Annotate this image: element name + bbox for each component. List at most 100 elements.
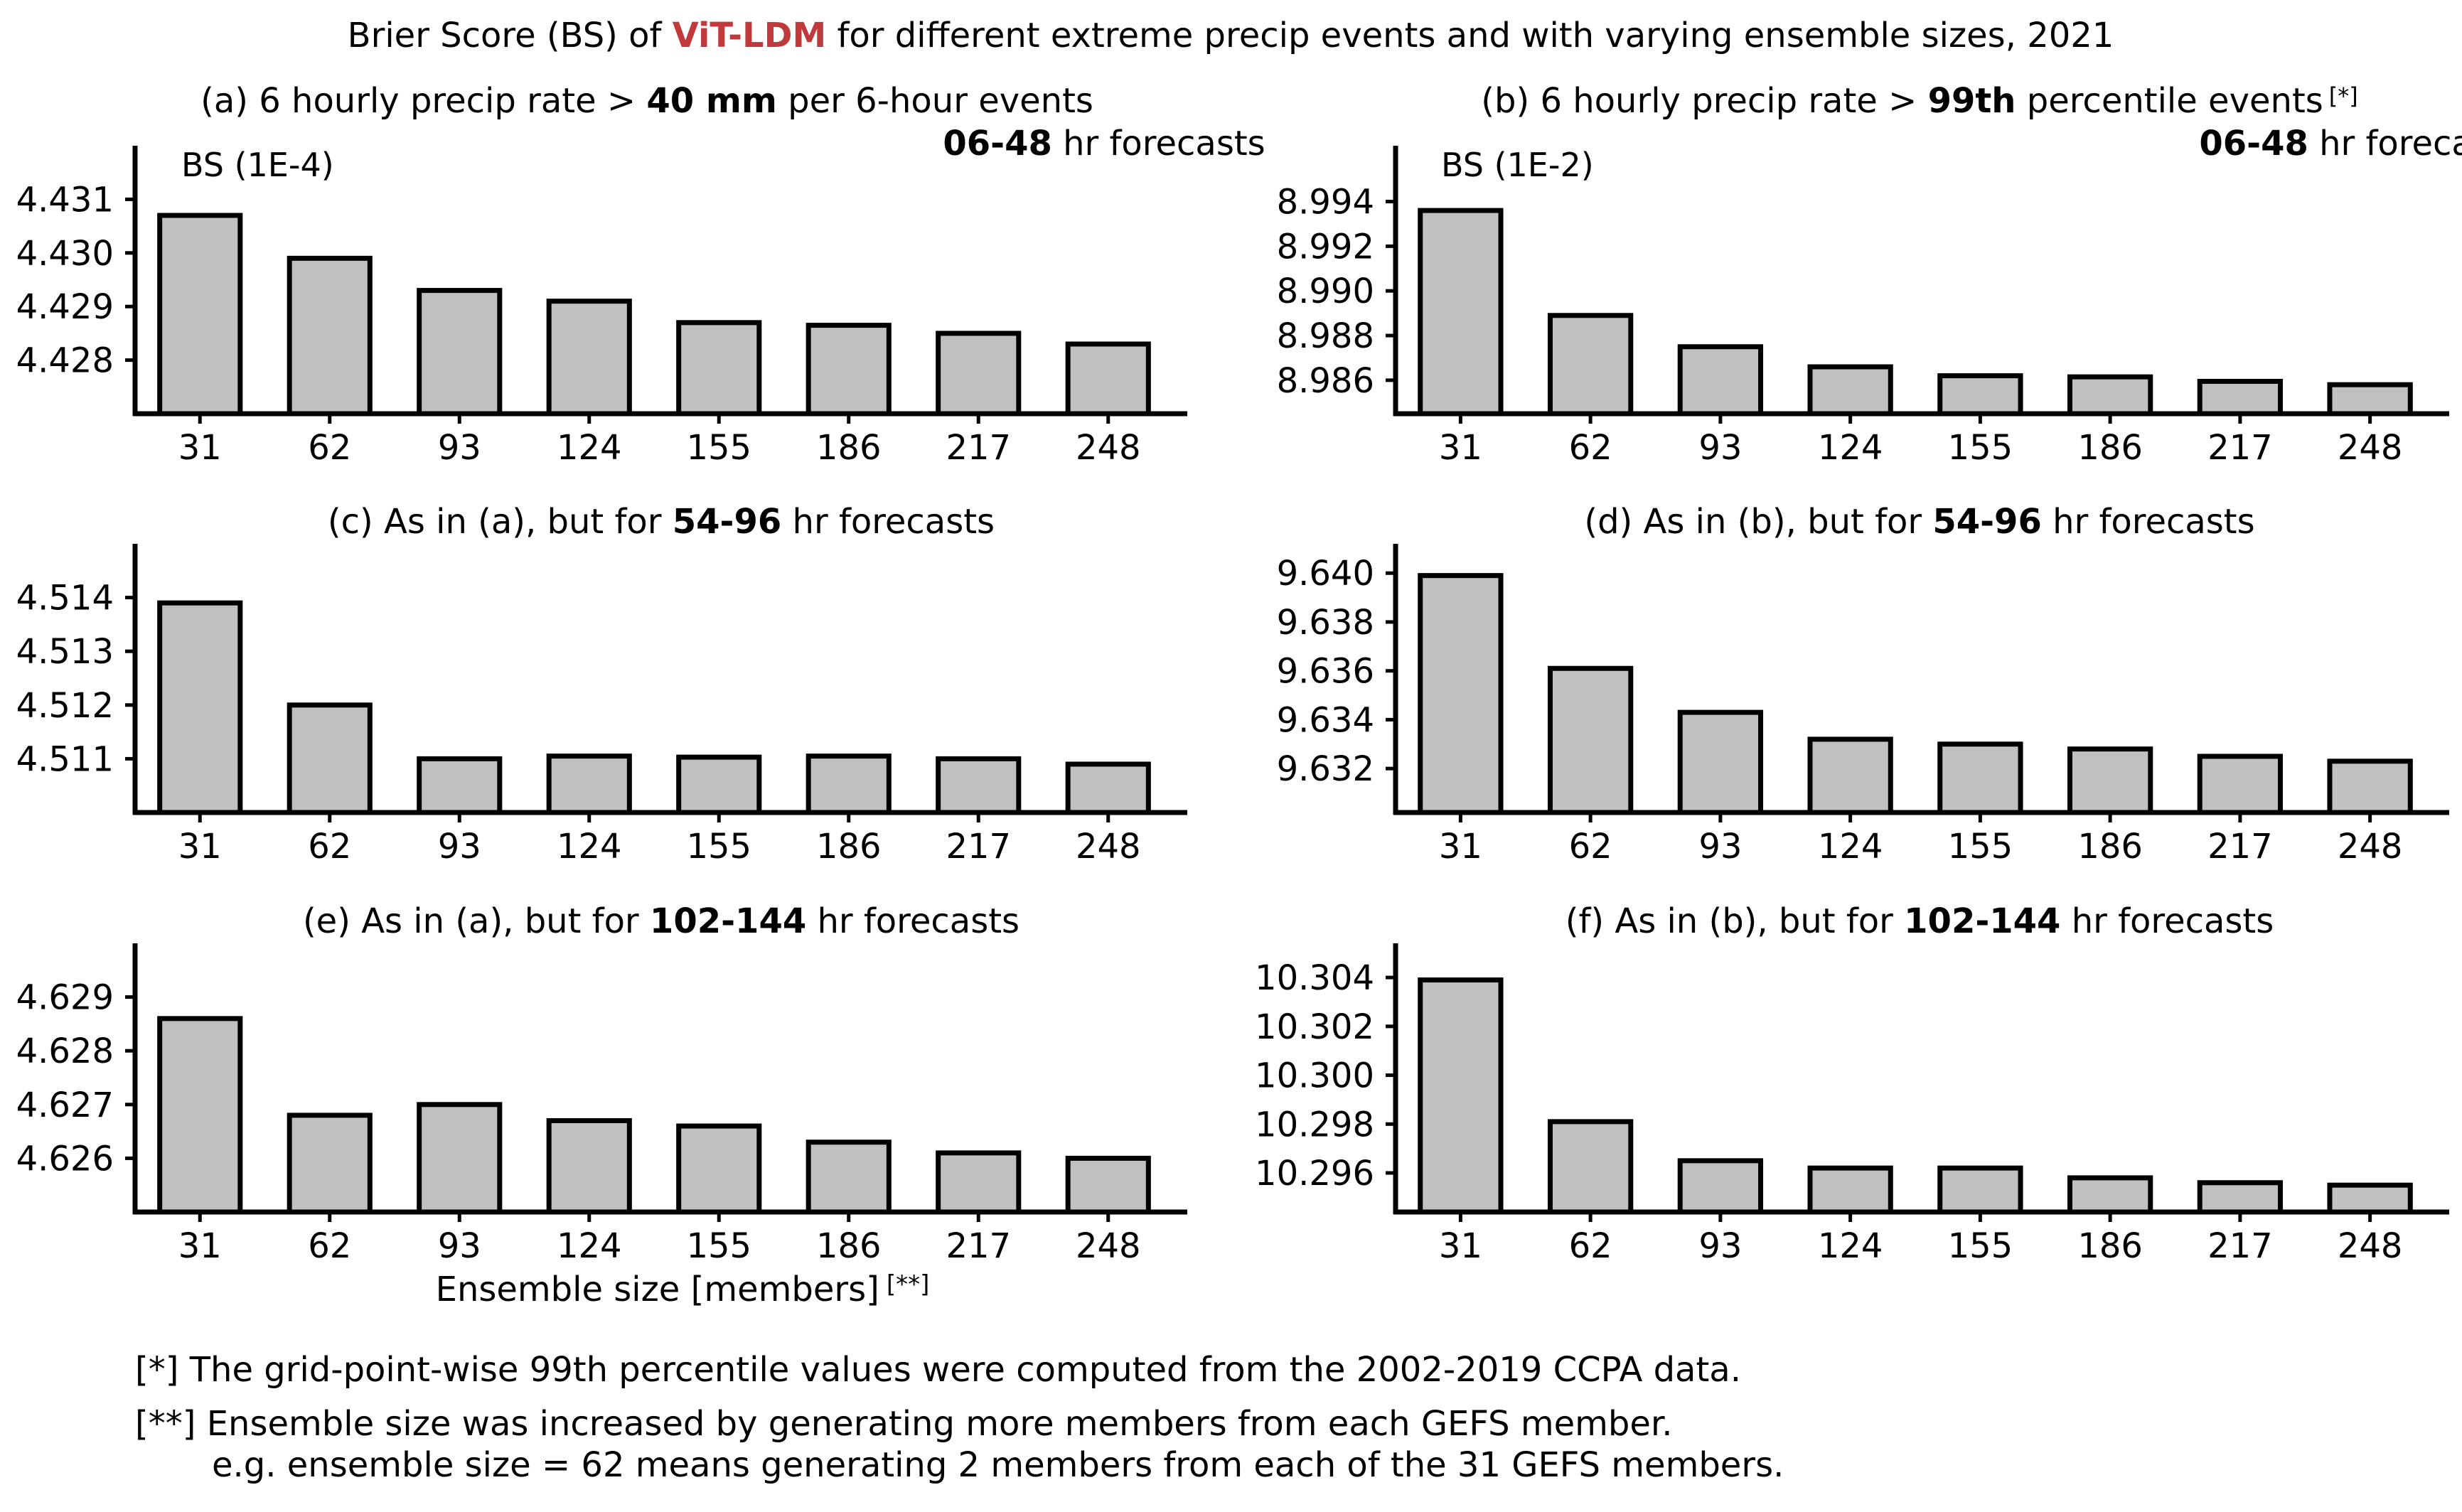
bar-62 xyxy=(1547,665,1634,815)
y-tick-label: 8.990 xyxy=(1277,272,1374,311)
y-tick-label: 8.988 xyxy=(1277,316,1374,356)
x-tick-label: 124 xyxy=(1818,827,1883,867)
x-tick-label: 62 xyxy=(308,428,351,468)
panel-c-title: (c) As in (a), but for 54-96 hr forecast… xyxy=(328,502,995,542)
title-part: 06-48 xyxy=(2199,124,2308,163)
x-tick-label: 217 xyxy=(946,1226,1011,1266)
title-part: hr forecasts xyxy=(806,901,1019,941)
title-part: 54-96 xyxy=(1932,502,2042,542)
panel-f: (f) As in (b), but for 102-144 hr foreca… xyxy=(1255,901,2449,1266)
bar-248 xyxy=(1065,341,1151,417)
y-tick-label: 4.513 xyxy=(16,632,114,672)
bar-248 xyxy=(2327,758,2413,815)
y-tick-label: 9.636 xyxy=(1277,652,1374,692)
title-part: (d) As in (b), but for xyxy=(1584,502,1932,542)
bar-93 xyxy=(417,756,503,815)
x-tick-label: 31 xyxy=(178,827,222,867)
y-tick-label: 10.300 xyxy=(1255,1056,1374,1096)
title-footnote-mark: [*] xyxy=(2329,82,2358,109)
x-tick-label: 31 xyxy=(178,1226,222,1266)
bar-155 xyxy=(676,754,762,815)
title-part: per 6-hour events xyxy=(777,81,1093,121)
figure-title-prefix: Brier Score (BS) of xyxy=(348,16,673,55)
y-tick-label: 8.992 xyxy=(1277,227,1374,267)
x-tick-label: 155 xyxy=(686,827,751,867)
title-part: hr forecasts xyxy=(781,502,995,542)
figure-title: Brier Score (BS) of ViT-LDM for differen… xyxy=(348,16,2114,55)
bar-62 xyxy=(287,1112,373,1215)
bar-124 xyxy=(546,299,632,417)
title-part: percentile events xyxy=(2016,81,2323,121)
bar-248 xyxy=(1065,761,1151,815)
bar-124 xyxy=(1807,1165,1893,1215)
footnote-ensemble-example: e.g. ensemble size = 62 means generating… xyxy=(212,1445,1784,1485)
bar-248 xyxy=(2327,382,2413,417)
x-tick-label: 155 xyxy=(1948,827,2013,867)
y-tick-label: 10.304 xyxy=(1255,958,1374,998)
y-tick-label: 4.428 xyxy=(16,341,114,381)
panel-b-unit-label: BS (1E-2) xyxy=(1441,146,1594,184)
bar-62 xyxy=(1547,1119,1634,1215)
x-tick-label: 217 xyxy=(2207,827,2273,867)
bar-186 xyxy=(805,1140,892,1215)
x-tick-label: 31 xyxy=(1439,827,1482,867)
bar-186 xyxy=(805,323,892,417)
title-part: (f) As in (b), but for xyxy=(1565,901,1904,941)
y-tick-label: 4.626 xyxy=(16,1139,114,1179)
x-tick-label: 217 xyxy=(2207,1226,2273,1266)
x-tick-label: 186 xyxy=(816,428,882,468)
x-tick-label: 155 xyxy=(1948,428,2013,468)
x-tick-label: 124 xyxy=(1818,428,1883,468)
bar-124 xyxy=(1807,736,1893,815)
x-tick-label: 186 xyxy=(2077,428,2143,468)
bar-31 xyxy=(1418,208,1504,417)
footnote-ensemble: [**] Ensemble size was increased by gene… xyxy=(135,1404,1673,1444)
x-tick-label: 186 xyxy=(816,827,882,867)
bar-124 xyxy=(546,1117,632,1215)
title-part: 102-144 xyxy=(650,901,806,941)
x-tick-label: 62 xyxy=(308,827,351,867)
panel-e-title: (e) As in (a), but for 102-144 hr foreca… xyxy=(303,901,1019,941)
x-axis-label-text: Ensemble size [members] xyxy=(436,1270,879,1309)
x-tick-label: 31 xyxy=(1439,428,1482,468)
x-tick-label: 124 xyxy=(557,827,622,867)
bar-186 xyxy=(2067,374,2153,417)
bar-217 xyxy=(936,756,1022,815)
y-tick-label: 4.511 xyxy=(16,739,114,779)
x-tick-label: 62 xyxy=(1569,1226,1612,1266)
x-axis-label-mark: [**] xyxy=(887,1270,930,1299)
bar-93 xyxy=(417,1102,503,1215)
bar-217 xyxy=(2197,378,2284,417)
x-tick-label: 248 xyxy=(1076,1226,1141,1266)
x-tick-label: 62 xyxy=(308,1226,351,1266)
x-tick-label: 248 xyxy=(1076,827,1141,867)
bar-93 xyxy=(1677,709,1764,815)
panel-b-subtitle: 06-48 hr forecasts xyxy=(2199,124,2462,163)
bar-31 xyxy=(157,1016,243,1215)
x-tick-label: 155 xyxy=(1948,1226,2013,1266)
x-tick-label: 217 xyxy=(946,428,1011,468)
x-tick-label: 62 xyxy=(1569,428,1612,468)
y-tick-label: 8.986 xyxy=(1277,361,1374,401)
panel-c: (c) As in (a), but for 54-96 hr forecast… xyxy=(16,502,1187,867)
y-tick-label: 4.431 xyxy=(16,180,114,220)
panel-a-unit-label: BS (1E-4) xyxy=(181,146,334,184)
x-tick-label: 186 xyxy=(2077,827,2143,867)
x-tick-label: 31 xyxy=(178,428,222,468)
title-part: hr forecasts xyxy=(1052,124,1265,163)
y-tick-label: 10.298 xyxy=(1255,1105,1374,1144)
x-tick-label: 217 xyxy=(2207,428,2273,468)
bar-186 xyxy=(805,754,892,815)
y-tick-label: 8.994 xyxy=(1277,183,1374,222)
bar-31 xyxy=(157,213,243,417)
title-part: 06-48 xyxy=(943,124,1052,163)
bar-217 xyxy=(936,1150,1022,1215)
bar-155 xyxy=(676,320,762,417)
y-tick-label: 4.514 xyxy=(16,579,114,618)
x-tick-label: 124 xyxy=(557,428,622,468)
x-tick-label: 62 xyxy=(1569,827,1612,867)
bar-186 xyxy=(2067,746,2153,815)
title-part: hr forecasts xyxy=(2308,124,2462,163)
y-tick-label: 10.302 xyxy=(1255,1007,1374,1047)
title-part: 99th xyxy=(1928,81,2016,121)
